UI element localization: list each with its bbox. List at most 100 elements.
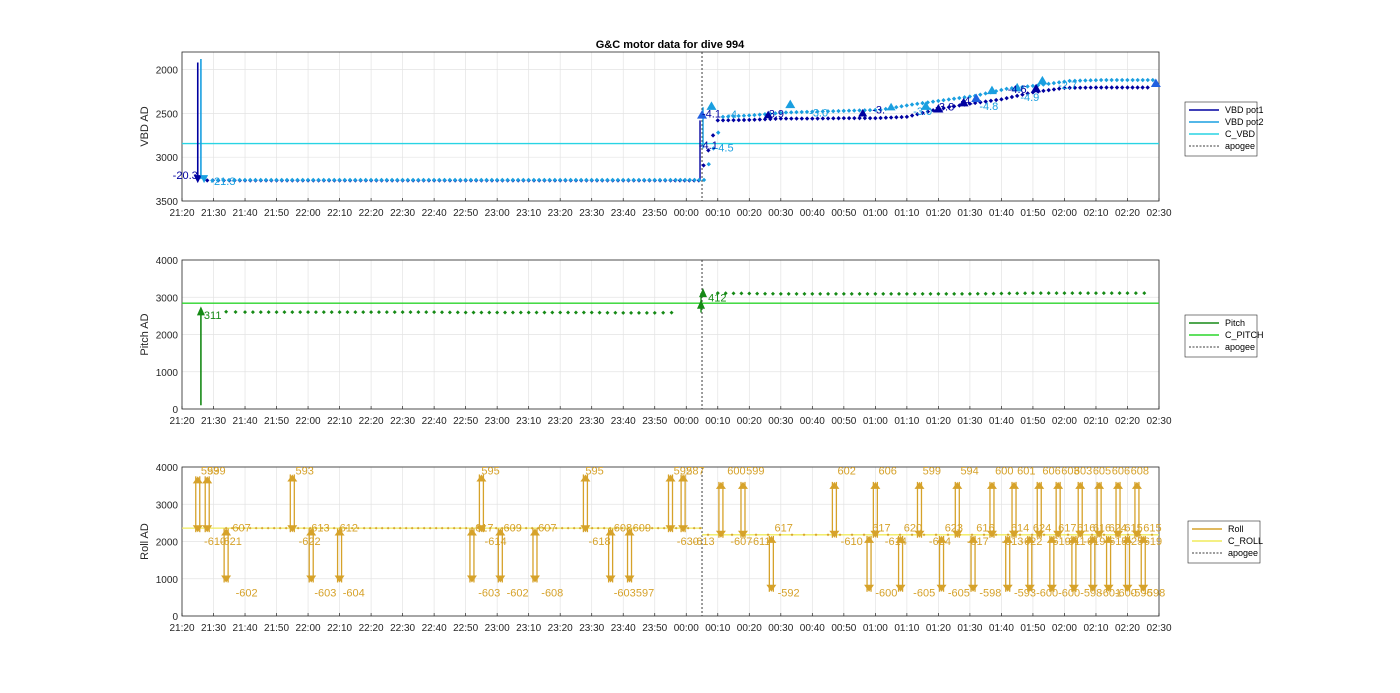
data-point [878,115,883,121]
roll-data-label: 592 [674,466,692,478]
data-point [1140,85,1145,90]
x-tick-label: 02:00 [1052,416,1077,427]
data-point [1117,291,1122,296]
triangle-marker [971,93,982,102]
roll-arrow-head [715,530,726,538]
triangle-marker [886,102,896,111]
x-tick-label: 00:30 [768,208,793,219]
roll-arrow-head [829,530,840,538]
legend-label: VBD pot1 [1225,105,1264,115]
data-point [789,110,794,115]
data-point [578,526,582,530]
x-tick-label: 02:30 [1146,208,1171,219]
roll-arrow-head [737,530,748,538]
data-point [706,533,710,537]
data-point [752,112,757,118]
data-point [846,115,852,121]
roll-arrow-head [1009,481,1020,489]
figure-title: G&C motor data for dive 994 [596,39,745,51]
roll-data-label: -598 [979,588,1001,600]
roll-arrow-head [1053,530,1064,538]
data-point [361,310,366,315]
data-point [446,526,450,530]
x-tick-label: 22:40 [422,416,447,427]
data-point [426,177,431,183]
data-point [422,526,426,530]
roll-data-label: -624 [929,536,951,548]
x-tick-label: 01:50 [1020,208,1045,219]
roll-data-label: 617 [1058,522,1076,534]
roll-arrow-head [1122,535,1133,543]
data-point [342,177,347,183]
data-point [421,177,426,183]
data-point [605,310,610,315]
data-point [894,115,899,120]
data-point [368,526,372,530]
data-label: -4 [727,109,737,121]
x-tick-label: 23:10 [516,416,541,427]
data-label: -21.3 [210,176,235,188]
roll-data-label: 609 [633,522,651,534]
data-point [306,310,311,315]
roll-data-label: 614 [1011,522,1029,534]
data-point [610,177,615,183]
data-point [305,177,311,183]
data-point [1007,291,1012,296]
data-point [554,526,558,530]
x-tick-label: 00:20 [737,208,762,219]
roll-arrow-head [1002,535,1013,543]
x-tick-label: 22:50 [453,623,478,634]
data-point [347,177,353,183]
data-point [1067,78,1072,84]
roll-arrow-head [665,525,676,533]
x-tick-label: 22:50 [453,208,478,219]
roll-data-label: 616 [1093,522,1111,534]
data-point [337,177,342,183]
roll-arrow-head [1087,535,1098,543]
data-point [881,291,886,296]
data-point [626,177,631,183]
data-point [915,101,920,107]
roll-arrow-head [665,474,676,482]
data-point [558,310,563,315]
data-point [311,177,316,183]
roll-arrow-head [914,481,925,489]
data-point [274,310,279,315]
data-point [711,146,716,151]
data-point [873,115,878,121]
data-label: -3.9 [765,108,784,120]
legend-label: VBD pot2 [1225,117,1264,127]
data-point [946,97,951,102]
x-tick-label: 22:20 [359,416,384,427]
roll-arrow-head [221,575,232,583]
data-point [662,177,668,183]
data-point [1025,84,1030,89]
data-point [400,310,405,315]
roll-arrow-head [1138,584,1149,592]
data-point [978,100,983,105]
roll-arrow-head [466,528,477,536]
data-point [479,177,484,183]
data-point [925,109,931,114]
roll-arrow-head [495,528,506,536]
roll-arrow-head [202,525,213,533]
data-point [644,526,648,530]
roll-arrow-head [1009,530,1020,538]
data-point [752,117,757,122]
roll-data-label: 599 [746,466,764,478]
roll-data-label: -610 [204,536,226,548]
roll-data-label: 597 [636,588,654,600]
roll-arrow-head [952,481,963,489]
data-point [296,526,300,530]
roll-data-label: 615 [1124,522,1142,534]
x-tick-label: 01:30 [957,416,982,427]
data-point [321,177,326,183]
data-point [857,108,862,113]
data-point [910,533,914,537]
y-axis-label: VBD AD [139,106,151,146]
data-point [731,117,736,123]
data-point [494,526,498,530]
x-tick-label: 00:00 [674,623,699,634]
roll-arrow-head [1024,584,1035,592]
data-point [434,526,438,530]
